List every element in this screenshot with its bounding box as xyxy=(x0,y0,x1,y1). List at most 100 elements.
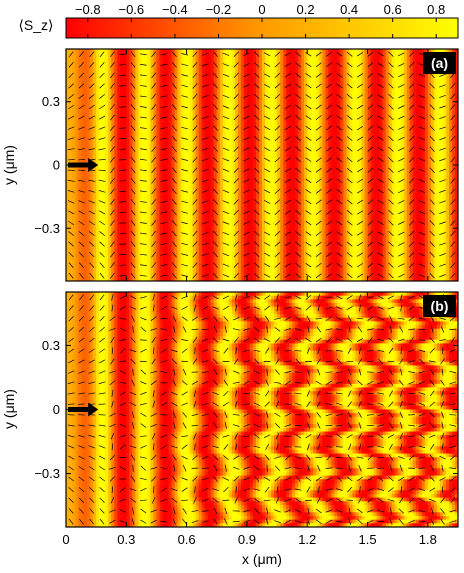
heatmap-cell xyxy=(168,96,173,101)
heatmap-cell xyxy=(150,150,155,155)
heatmap-cell xyxy=(153,146,158,152)
heatmap-cell xyxy=(319,157,323,162)
heatmap-cell xyxy=(436,136,441,141)
heatmap-cell xyxy=(367,59,372,65)
heatmap-cell xyxy=(237,99,242,104)
heatmap-cell xyxy=(445,172,450,177)
heatmap-cell xyxy=(337,161,341,166)
heatmap-cell xyxy=(331,117,335,123)
heatmap-cell xyxy=(147,121,152,126)
heatmap-cell xyxy=(114,136,118,141)
heatmap-cell xyxy=(307,70,311,75)
heatmap-cell xyxy=(433,146,438,152)
heatmap-cell xyxy=(210,183,215,188)
heatmap-cell xyxy=(240,136,245,141)
heatmap-cell xyxy=(159,128,164,133)
heatmap-cell xyxy=(391,183,396,188)
heatmap-cell xyxy=(352,125,357,130)
heatmap-cell xyxy=(75,49,79,54)
heatmap-cell xyxy=(105,99,109,104)
heatmap-cell xyxy=(186,179,191,184)
heatmap-cell xyxy=(246,136,251,141)
heatmap-cell xyxy=(153,49,158,54)
heatmap-cell xyxy=(105,63,109,68)
heatmap-cell xyxy=(72,128,76,133)
heatmap-cell xyxy=(159,121,164,126)
heatmap-cell xyxy=(298,63,302,68)
heatmap-cell xyxy=(90,186,94,191)
heatmap-cell xyxy=(87,179,91,184)
heatmap-cell xyxy=(75,121,79,126)
heatmap-cell xyxy=(424,161,429,166)
heatmap-cell xyxy=(412,179,417,184)
heatmap-cell xyxy=(186,85,191,90)
heatmap-cell xyxy=(93,52,97,57)
heatmap-cell xyxy=(210,150,215,155)
heatmap-cell xyxy=(162,99,167,104)
heatmap-cell xyxy=(442,49,447,54)
heatmap-cell xyxy=(391,157,396,162)
heatmap-cell xyxy=(228,114,233,119)
heatmap-cell xyxy=(340,117,345,123)
heatmap-cell xyxy=(246,96,251,101)
heatmap-cell xyxy=(403,49,408,54)
heatmap-cell xyxy=(210,117,215,123)
heatmap-cell xyxy=(337,128,341,133)
heatmap-cell xyxy=(385,67,390,72)
heatmap-cell xyxy=(105,74,109,79)
heatmap-cell xyxy=(177,81,182,86)
heatmap-cell xyxy=(144,179,149,184)
heatmap-cell xyxy=(391,99,396,104)
heatmap-cell xyxy=(87,52,91,57)
heatmap-cell xyxy=(156,150,161,155)
heatmap-cell xyxy=(216,85,221,90)
heatmap-cell xyxy=(243,114,248,119)
heatmap-cell xyxy=(346,56,351,61)
heatmap-cell xyxy=(228,125,233,130)
heatmap-cell xyxy=(412,175,417,181)
heatmap-cell xyxy=(439,85,444,90)
heatmap-cell xyxy=(222,183,227,188)
heatmap-cell xyxy=(280,74,284,79)
heatmap-cell xyxy=(415,157,420,162)
heatmap-cell xyxy=(192,56,197,61)
heatmap-cell xyxy=(364,103,369,108)
heatmap-cell xyxy=(219,85,224,90)
heatmap-cell xyxy=(388,128,393,133)
heatmap-cell xyxy=(400,117,405,123)
heatmap-cell xyxy=(313,110,317,115)
heatmap-cell xyxy=(246,56,251,61)
heatmap-cell xyxy=(180,150,185,155)
heatmap-cell xyxy=(358,52,363,57)
heatmap-cell xyxy=(99,121,103,126)
heatmap-cell xyxy=(147,165,152,170)
heatmap-cell xyxy=(69,121,73,126)
heatmap-cell xyxy=(162,136,167,141)
heatmap-cell xyxy=(240,52,245,57)
heatmap-cell xyxy=(325,107,329,112)
heatmap-cell xyxy=(78,114,82,119)
heatmap-cell xyxy=(222,168,227,173)
heatmap-cell xyxy=(292,139,296,144)
heatmap-cell xyxy=(141,121,145,126)
heatmap-cell xyxy=(352,168,357,173)
heatmap-cell xyxy=(364,172,369,177)
heatmap-cell xyxy=(361,81,366,86)
heatmap-cell xyxy=(231,96,236,101)
heatmap-cell xyxy=(379,183,384,188)
heatmap-cell xyxy=(240,179,245,184)
heatmap-cell xyxy=(171,117,176,123)
heatmap-cell xyxy=(213,114,218,119)
heatmap-cell xyxy=(150,136,155,141)
heatmap-cell xyxy=(183,63,188,68)
heatmap-cell xyxy=(385,99,390,104)
heatmap-cell xyxy=(189,110,194,115)
heatmap-cell xyxy=(123,161,127,166)
heatmap-cell xyxy=(75,81,79,86)
heatmap-cell xyxy=(331,157,335,162)
heatmap-cell xyxy=(304,110,308,115)
heatmap-cell xyxy=(427,121,432,126)
heatmap-cell xyxy=(129,125,133,130)
heatmap-cell xyxy=(195,139,200,144)
heatmap-cell xyxy=(445,114,450,119)
